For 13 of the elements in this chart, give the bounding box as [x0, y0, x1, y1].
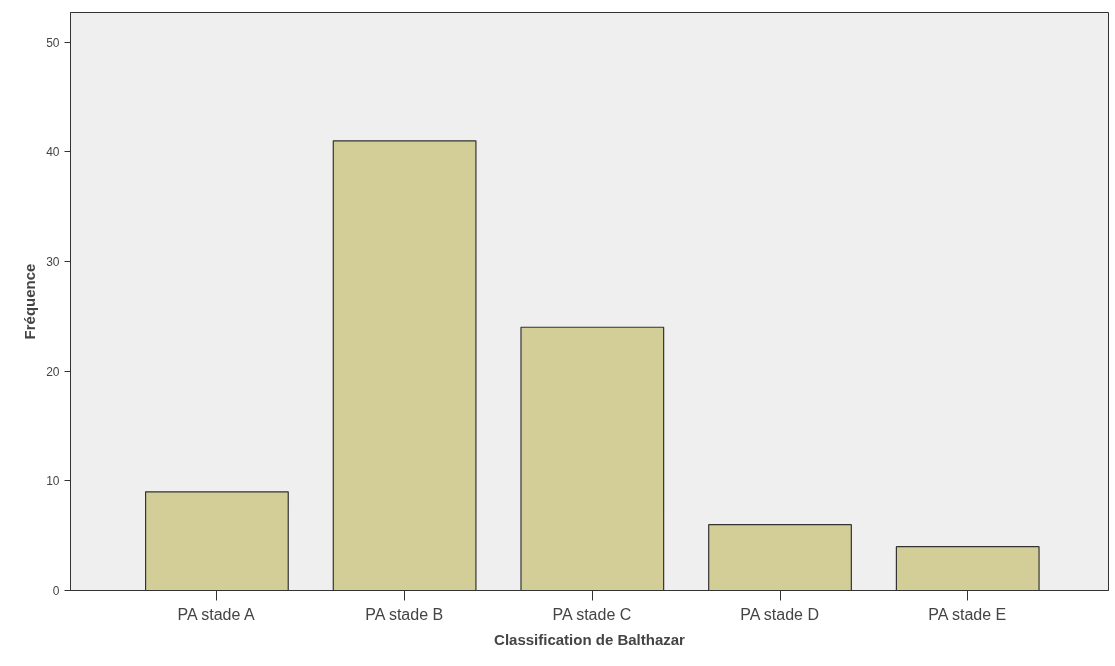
y-tick-label: 30 [46, 254, 60, 269]
x-tick-label: PA stade C [552, 605, 632, 623]
y-tick-label: 40 [46, 145, 60, 160]
y-axis-title: Fréquence [21, 263, 39, 340]
x-tick-label: PA stade E [928, 605, 1007, 623]
x-axis-title: Classification de Balthazar [494, 630, 686, 648]
x-tick-label: PA stade D [740, 605, 820, 623]
x-tick-label: PA stade A [177, 605, 255, 623]
y-tick-label: 0 [52, 584, 60, 598]
x-tick-label: PA stade B [365, 605, 444, 623]
y-tick-label: 50 [46, 35, 60, 50]
y-tick-label: 10 [46, 474, 60, 489]
y-tick-label: 20 [46, 364, 60, 379]
